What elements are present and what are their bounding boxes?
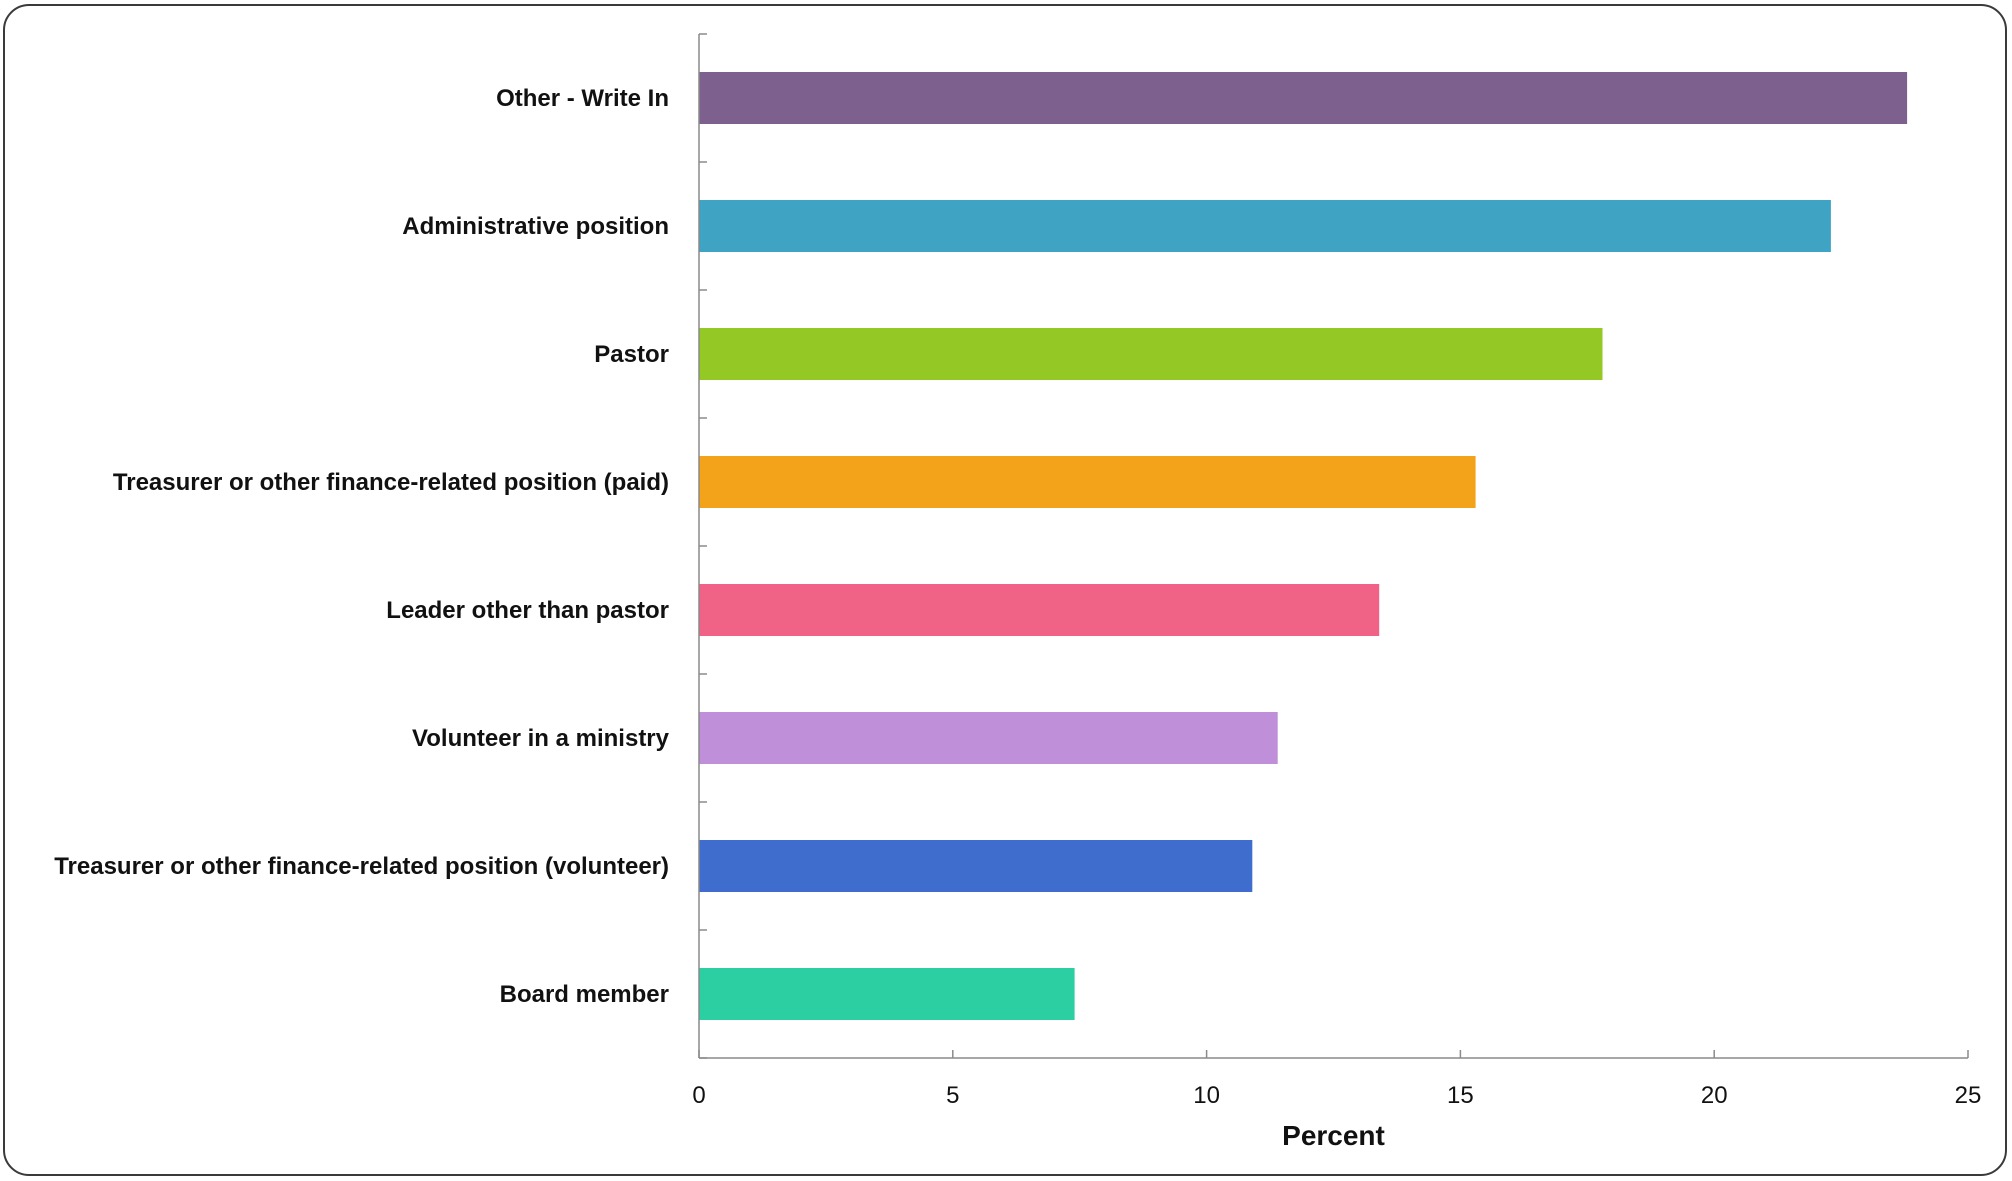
x-tick-label: 0	[692, 1082, 705, 1109]
category-label: Administrative position	[402, 213, 669, 240]
x-tick-label: 5	[946, 1082, 959, 1109]
category-label: Treasurer or other finance-related posit…	[54, 853, 669, 880]
bar	[699, 456, 1476, 508]
x-axis-title: Percent	[1282, 1120, 1385, 1151]
bar	[699, 712, 1278, 764]
category-label: Volunteer in a ministry	[412, 725, 670, 752]
bar	[699, 328, 1603, 380]
x-tick-label: 20	[1701, 1082, 1728, 1109]
category-label: Treasurer or other finance-related posit…	[113, 469, 669, 496]
bar	[699, 200, 1831, 252]
bar	[699, 968, 1075, 1020]
category-label: Board member	[500, 981, 669, 1008]
bar	[699, 840, 1253, 892]
x-tick-label: 25	[1955, 1082, 1982, 1109]
category-label: Leader other than pastor	[386, 597, 669, 624]
bar	[699, 72, 1908, 124]
x-tick-label: 15	[1447, 1082, 1474, 1109]
x-tick-label: 10	[1193, 1082, 1220, 1109]
category-label: Pastor	[594, 341, 669, 368]
bar	[699, 584, 1380, 636]
category-label: Other - Write In	[496, 85, 669, 112]
